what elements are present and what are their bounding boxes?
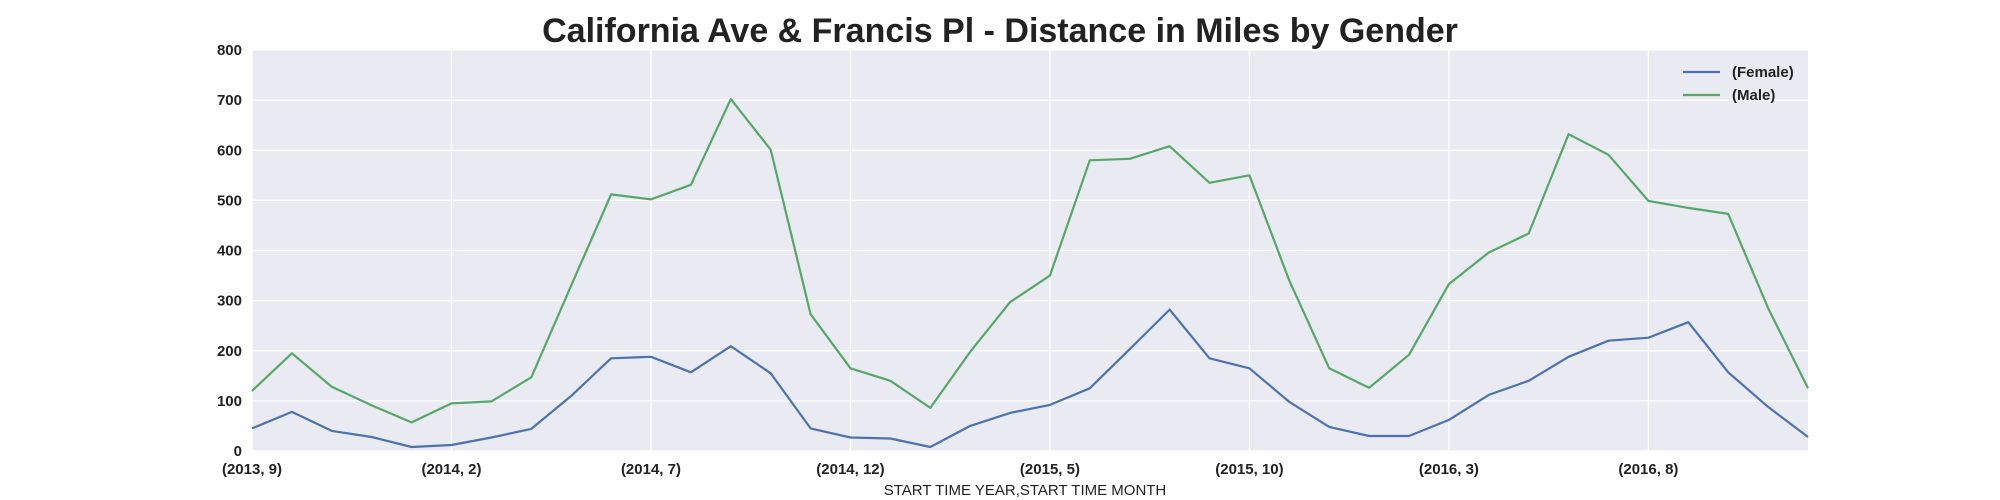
y-tick-label: 100 [217,393,242,410]
y-tick-label: 800 [217,42,242,59]
y-tick-label: 700 [217,92,242,109]
y-tick-label: 400 [217,243,242,260]
series-line-male [251,97,1809,424]
series-lines [251,97,1809,449]
x-tick-label: (2016, 3) [1419,461,1479,478]
series-line-female [251,308,1809,449]
axis-ticks: 0 100 200 300 400 500 600 700 800 (2013, 9) (2014,… [217,42,1678,478]
chart-title: California Ave & Francis Pl - Distance i… [542,12,1458,50]
legend-label-male: (Male) [1732,87,1775,104]
y-tick-label: 300 [217,293,242,310]
y-tick-label: 500 [217,192,242,209]
y-tick-label: 0 [234,443,242,460]
x-tick-label: (2014, 7) [621,461,681,478]
x-tick-label: (2016, 8) [1618,461,1678,478]
x-tick-label: (2015, 10) [1215,461,1283,478]
grid [251,49,1808,452]
x-tick-label: (2014, 2) [421,461,481,478]
x-tick-label: (2014, 12) [816,461,884,478]
x-axis-title: START TIME YEAR,START TIME MONTH [884,482,1167,499]
legend: (Female) (Male) [1683,64,1794,104]
x-tick-label: (2015, 5) [1020,461,1080,478]
y-tick-label: 600 [217,142,242,159]
y-tick-label: 200 [217,343,242,360]
legend-label-female: (Female) [1732,64,1794,81]
x-tick-label: (2013, 9) [222,461,282,478]
